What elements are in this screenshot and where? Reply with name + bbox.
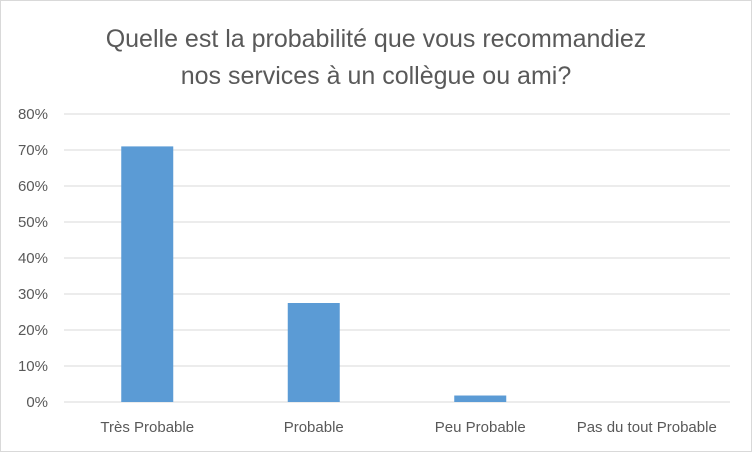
y-tick-label: 10% [18,358,48,375]
chart-title-line-1: Quelle est la probabilité que vous recom… [105,25,647,53]
x-tick-label: Probable [284,419,344,436]
y-tick-label: 30% [18,286,48,303]
y-tick-label: 70% [18,142,48,159]
chart-title: Quelle est la probabilité que vous recom… [41,21,711,95]
x-tick-label: Peu Probable [435,419,526,436]
y-tick-label: 60% [18,178,48,195]
y-tick-label: 50% [18,214,48,231]
x-tick-label: Pas du tout Probable [577,419,717,436]
y-tick-label: 80% [18,106,48,123]
y-tick-label: 0% [26,394,48,411]
bar-0 [121,146,174,402]
y-tick-label: 40% [18,250,48,267]
chart-title-line-2: nos services à un collègue ou ami? [180,62,572,90]
x-tick-label: Très Probable [100,419,194,436]
y-tick-label: 20% [18,322,48,339]
bar-1 [287,303,340,402]
bar-2 [454,395,507,402]
